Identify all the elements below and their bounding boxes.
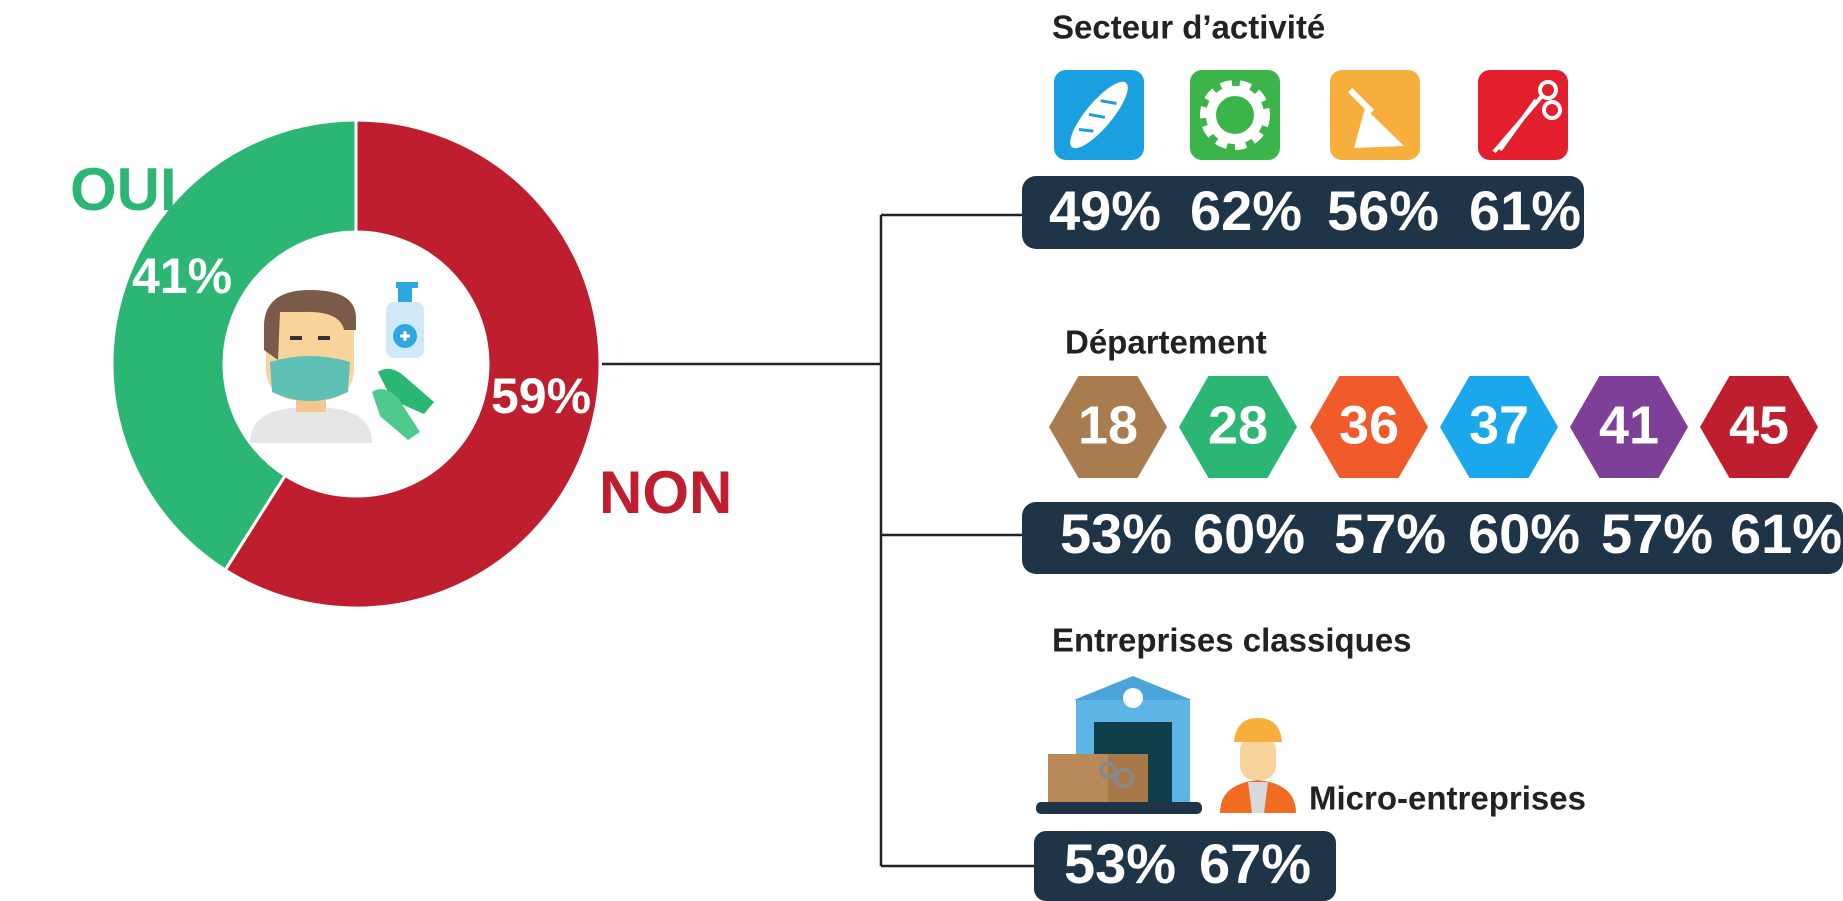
percent-value: 60% <box>1193 502 1305 565</box>
donut: 41% 59% <box>110 118 602 610</box>
department-code: 28 <box>1208 395 1268 455</box>
percent-value: 53% <box>1060 502 1172 565</box>
section-title: Entreprises classiques <box>1052 622 1412 659</box>
value-label: 59% <box>491 368 591 424</box>
percent-value: 56% <box>1327 179 1439 242</box>
percent-value: 61% <box>1730 502 1842 565</box>
department-hexagon <box>1179 376 1297 478</box>
percent-value: 49% <box>1049 179 1161 242</box>
department-hexagon <box>1570 376 1688 478</box>
connectors <box>602 213 1040 868</box>
department-hexagon <box>1049 376 1167 478</box>
department-code: 37 <box>1469 395 1529 455</box>
donut-segment <box>110 118 358 573</box>
department-code: 18 <box>1078 395 1138 455</box>
department-hexagon <box>1310 376 1428 478</box>
department-code: 45 <box>1729 395 1789 455</box>
category-label: NON <box>599 459 732 526</box>
value-bar <box>1022 502 1843 574</box>
value-label: 41% <box>132 248 232 304</box>
percent-value: 60% <box>1468 502 1580 565</box>
percent-value: 67% <box>1199 832 1311 895</box>
percent-value: 57% <box>1334 502 1446 565</box>
connector-lines <box>602 213 1040 868</box>
section-title: Secteur d’activité <box>1052 9 1325 46</box>
department-code: 41 <box>1599 395 1659 455</box>
department-hexagon <box>1440 376 1558 478</box>
percent-value: 62% <box>1190 179 1302 242</box>
company-icons <box>1036 676 1296 814</box>
percent-value: 61% <box>1469 179 1581 242</box>
department-hexagon <box>1700 376 1818 478</box>
sector-icons <box>1054 70 1568 160</box>
percent-value: 53% <box>1064 832 1176 895</box>
donut-segment <box>223 118 602 610</box>
percent-value: 57% <box>1601 502 1713 565</box>
section-label: Micro-entreprises <box>1309 780 1586 817</box>
category-label: OUI <box>70 156 177 223</box>
value-bar <box>1034 831 1336 901</box>
section-title: Département <box>1065 324 1267 361</box>
value-bar <box>1022 176 1584 249</box>
center-illustration <box>250 282 434 443</box>
department-code: 36 <box>1339 395 1399 455</box>
